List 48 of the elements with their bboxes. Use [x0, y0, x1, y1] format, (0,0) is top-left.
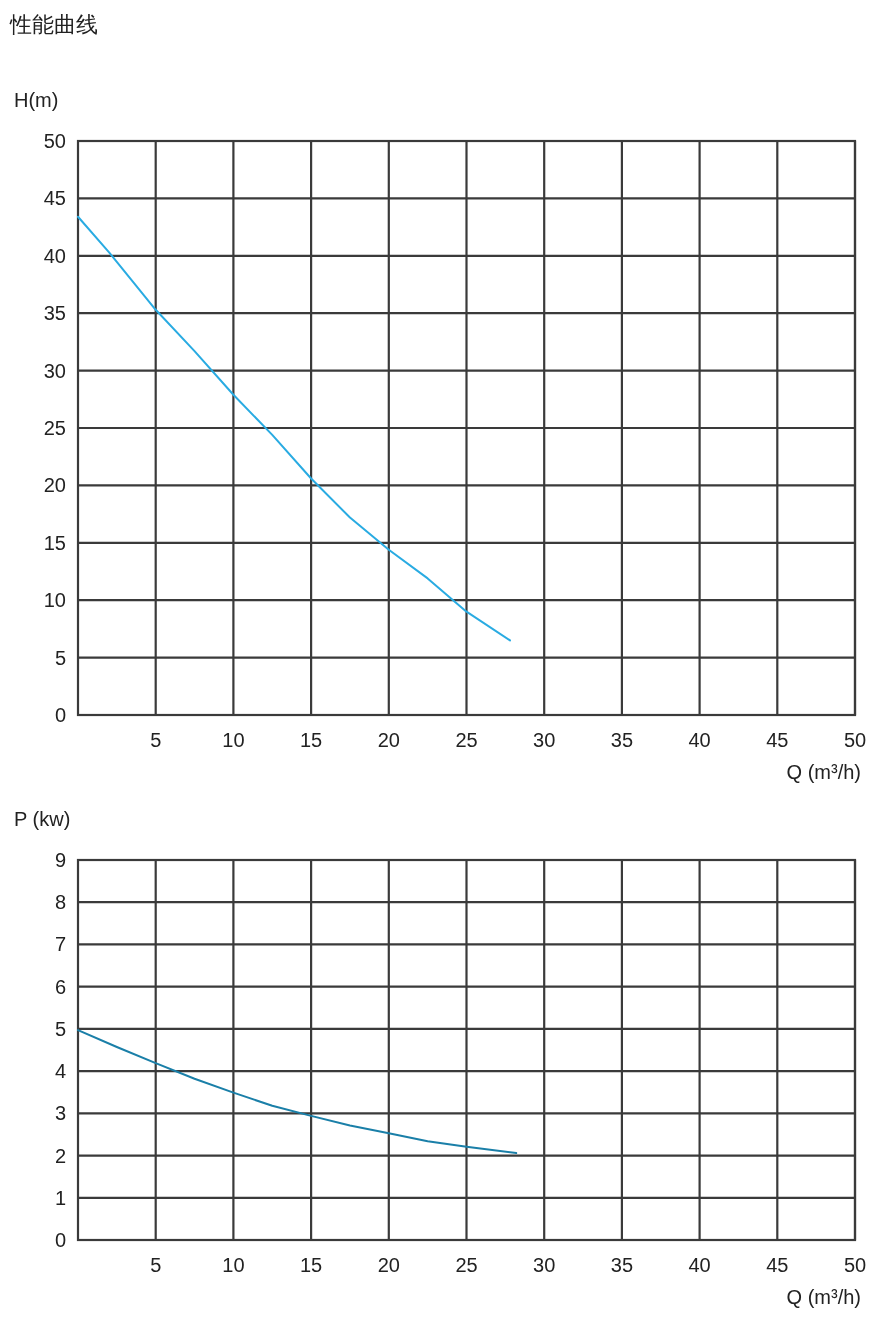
y-tick-label: 7	[54, 933, 66, 956]
x-tick-label: 45	[766, 729, 789, 751]
y-axis-title: H(m)	[14, 89, 59, 111]
y-tick-label: 15	[43, 531, 66, 554]
y-tick-label: 50	[43, 130, 66, 152]
y-tick-label: 10	[43, 589, 66, 612]
x-tick-label: 5	[150, 729, 162, 751]
y-tick-label: 2	[54, 1144, 66, 1167]
y-tick-label: 5	[54, 1017, 66, 1040]
line-series	[77, 215, 512, 642]
x-tick-label: 40	[688, 729, 711, 751]
x-axis-title: Q (m³/h)	[786, 761, 861, 783]
y-axis-title: P (kw)	[14, 808, 71, 830]
x-tick-label: 35	[610, 729, 634, 751]
y-tick-label: 40	[43, 244, 66, 267]
y-tick-label: 30	[43, 359, 66, 382]
y-tick-label: 3	[54, 1102, 66, 1125]
y-tick-label: 35	[43, 302, 66, 325]
y-tick-label: 5	[54, 646, 66, 669]
x-tick-label: 20	[377, 1254, 400, 1276]
chart-title: 性能曲线	[9, 12, 98, 37]
x-tick-label: 25	[455, 729, 478, 751]
x-tick-label: 10	[222, 1254, 245, 1276]
y-tick-label: 20	[43, 474, 66, 497]
x-tick-label: 25	[455, 1254, 478, 1276]
y-tick-label: 1	[54, 1186, 66, 1209]
x-tick-label: 50	[843, 1254, 867, 1276]
y-tick-label: 9	[54, 849, 66, 871]
x-tick-label: 30	[533, 729, 556, 751]
x-tick-label: 15	[299, 729, 323, 751]
y-tick-label: 4	[54, 1060, 66, 1083]
line-series	[77, 1029, 518, 1155]
x-tick-label: 15	[299, 1254, 323, 1276]
y-tick-label: 25	[43, 417, 66, 439]
x-axis-title: Q (m³/h)	[786, 1286, 861, 1308]
x-tick-label: 10	[222, 729, 245, 751]
y-tick-label: 0	[54, 1229, 66, 1251]
y-tick-label: 6	[54, 975, 66, 998]
x-tick-label: 5	[150, 1254, 162, 1276]
x-tick-label: 50	[843, 729, 867, 751]
y-tick-label: 8	[54, 891, 66, 914]
x-tick-label: 30	[533, 1254, 556, 1276]
x-tick-label: 45	[766, 1254, 789, 1276]
x-tick-label: 35	[610, 1254, 634, 1276]
x-tick-label: 40	[688, 1254, 711, 1276]
y-tick-label: 45	[43, 187, 66, 210]
x-tick-label: 20	[377, 729, 400, 751]
y-tick-label: 0	[54, 704, 66, 726]
